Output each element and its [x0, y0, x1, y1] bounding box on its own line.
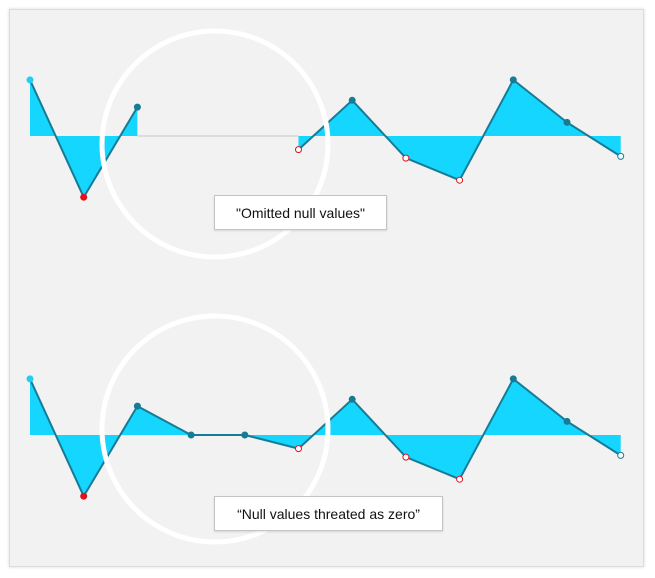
data-point-marker — [563, 417, 571, 425]
omitted-null-values-label: "Omitted null values" — [214, 195, 387, 230]
data-point-marker — [241, 431, 249, 439]
min-point-marker — [80, 193, 88, 201]
negative-point-marker — [295, 445, 302, 453]
area-fill — [298, 79, 621, 181]
negative-point-marker — [456, 475, 464, 483]
chart-omitted-nulls — [26, 76, 625, 201]
data-point-marker — [348, 395, 356, 403]
data-point-marker — [187, 431, 195, 439]
last-point-marker — [617, 152, 625, 160]
data-point-marker — [509, 375, 517, 383]
highlight-circle-top — [99, 28, 331, 260]
data-point-marker — [133, 402, 141, 410]
data-point-marker — [563, 118, 571, 126]
data-point-marker — [348, 96, 356, 104]
area-fill — [30, 378, 621, 497]
first-point-marker — [26, 375, 34, 383]
negative-point-marker — [295, 146, 302, 154]
last-point-marker — [617, 451, 625, 459]
negative-point-marker — [402, 154, 410, 162]
negative-point-marker — [456, 176, 464, 184]
highlight-circle-bottom — [99, 313, 331, 545]
area-fill — [30, 79, 138, 198]
series-line — [29, 377, 622, 498]
data-point-marker — [133, 103, 141, 111]
min-point-marker — [80, 492, 88, 500]
first-point-marker — [26, 76, 34, 84]
negative-point-marker — [402, 453, 410, 461]
data-point-marker — [509, 76, 517, 84]
chart-nulls-as-zero — [26, 375, 625, 500]
null-as-zero-label: “Null values threated as zero” — [214, 496, 443, 531]
